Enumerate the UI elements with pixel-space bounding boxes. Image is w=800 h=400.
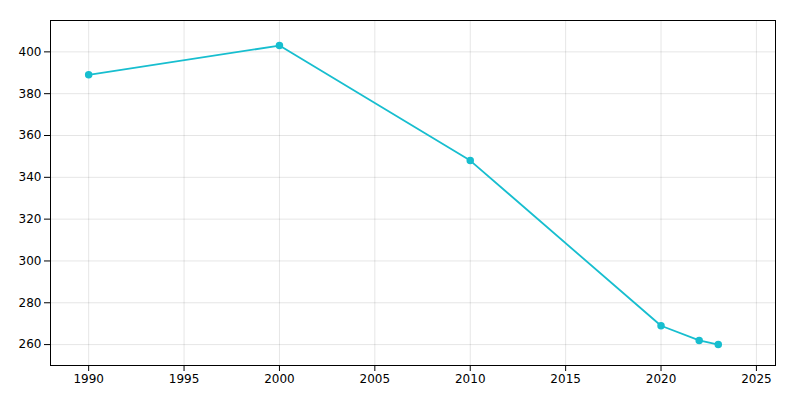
- svg-text:260: 260: [19, 337, 42, 351]
- svg-text:380: 380: [19, 87, 42, 101]
- svg-text:360: 360: [19, 128, 42, 142]
- svg-text:1990: 1990: [73, 372, 104, 386]
- svg-text:400: 400: [19, 45, 42, 59]
- svg-text:2015: 2015: [550, 372, 581, 386]
- svg-text:2020: 2020: [646, 372, 677, 386]
- svg-text:280: 280: [19, 296, 42, 310]
- svg-text:2010: 2010: [455, 372, 486, 386]
- svg-text:320: 320: [19, 212, 42, 226]
- svg-text:1995: 1995: [169, 372, 200, 386]
- svg-text:2000: 2000: [264, 372, 295, 386]
- svg-text:2025: 2025: [741, 372, 772, 386]
- svg-text:340: 340: [19, 170, 42, 184]
- svg-text:300: 300: [19, 254, 42, 268]
- svg-text:2005: 2005: [360, 372, 391, 386]
